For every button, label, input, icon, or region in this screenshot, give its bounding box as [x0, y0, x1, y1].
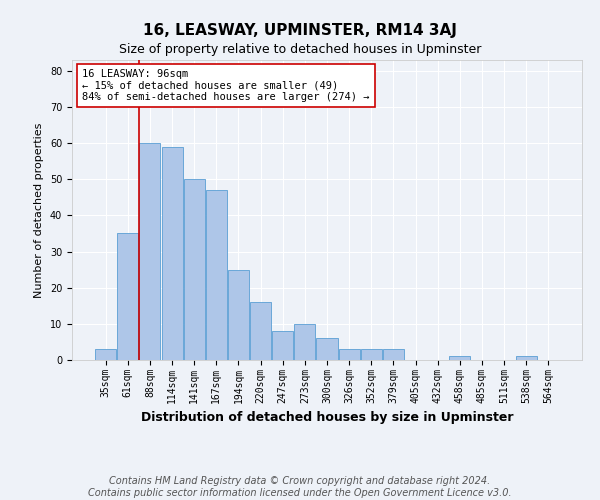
Text: 16 LEASWAY: 96sqm
← 15% of detached houses are smaller (49)
84% of semi-detached: 16 LEASWAY: 96sqm ← 15% of detached hous… — [82, 69, 370, 102]
Bar — [139, 143, 160, 360]
Bar — [383, 349, 404, 360]
Text: Contains HM Land Registry data © Crown copyright and database right 2024.
Contai: Contains HM Land Registry data © Crown c… — [88, 476, 512, 498]
Bar — [161, 146, 182, 360]
Bar — [316, 338, 338, 360]
Bar — [338, 349, 359, 360]
Bar — [295, 324, 316, 360]
X-axis label: Distribution of detached houses by size in Upminster: Distribution of detached houses by size … — [141, 411, 513, 424]
Bar — [118, 234, 139, 360]
Bar — [272, 331, 293, 360]
Bar — [250, 302, 271, 360]
Bar — [228, 270, 249, 360]
Y-axis label: Number of detached properties: Number of detached properties — [34, 122, 44, 298]
Bar — [449, 356, 470, 360]
Text: Size of property relative to detached houses in Upminster: Size of property relative to detached ho… — [119, 42, 481, 56]
Bar — [95, 349, 116, 360]
Bar — [361, 349, 382, 360]
Bar — [206, 190, 227, 360]
Text: 16, LEASWAY, UPMINSTER, RM14 3AJ: 16, LEASWAY, UPMINSTER, RM14 3AJ — [143, 22, 457, 38]
Bar — [184, 180, 205, 360]
Bar — [515, 356, 536, 360]
